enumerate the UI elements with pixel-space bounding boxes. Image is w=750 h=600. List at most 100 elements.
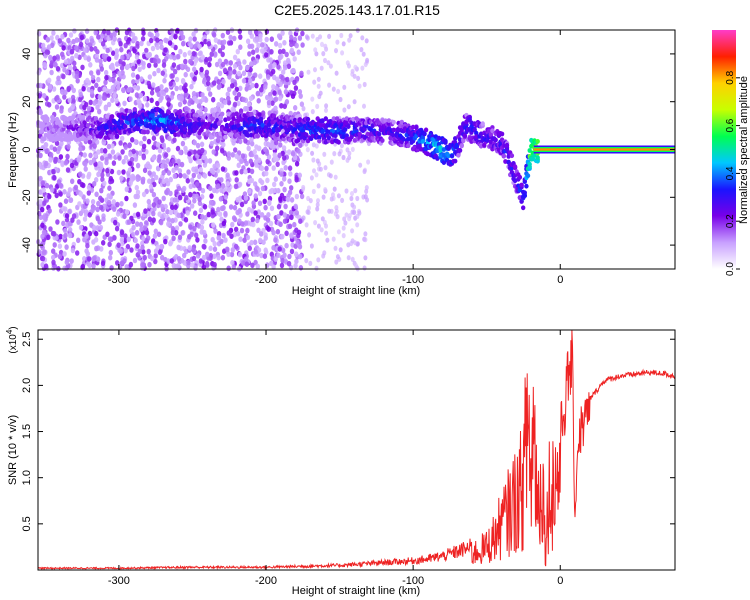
heatmap-cell <box>231 264 236 270</box>
heatmap-cell <box>182 185 187 192</box>
heatmap-cell <box>328 173 333 179</box>
heatmap-cell <box>313 47 318 53</box>
heatmap-cell <box>223 210 228 217</box>
heatmap-cell <box>339 143 344 149</box>
heatmap-cell <box>116 242 121 248</box>
heatmap-cell <box>92 225 97 231</box>
heatmap-cell <box>260 122 265 128</box>
heatmap-cell <box>184 194 189 201</box>
heatmap-cell <box>406 143 411 149</box>
heatmap-cell <box>47 102 52 108</box>
heatmap-cell <box>191 172 196 179</box>
heatmap-cell <box>335 39 340 45</box>
heatmap-cell <box>287 253 292 260</box>
heatmap-cell <box>75 250 80 256</box>
heatmap-cell <box>219 97 224 103</box>
heatmap-cell <box>230 106 235 113</box>
spectrogram-y-axis-label: Frequency (Hz) <box>7 112 19 188</box>
heatmap-cell <box>179 161 185 168</box>
heatmap-cell <box>70 247 76 254</box>
heatmap-cell <box>245 211 250 217</box>
snr-x-tick-label: -100 <box>402 575 424 587</box>
heatmap-cell <box>316 257 321 263</box>
heatmap-cell <box>116 211 121 217</box>
heatmap-cell <box>86 56 92 63</box>
heatmap-cell <box>348 33 353 39</box>
heatmap-cell <box>155 165 161 172</box>
heatmap-cell <box>166 147 171 153</box>
heatmap-cell <box>212 163 217 170</box>
heatmap-cell <box>328 63 333 69</box>
heatmap-cell <box>358 162 363 168</box>
heatmap-cell <box>271 113 277 119</box>
heatmap-cell <box>297 89 303 95</box>
heatmap-cell <box>49 152 54 158</box>
heatmap-cell <box>224 122 230 128</box>
heatmap-cell <box>90 74 96 81</box>
heatmap-cell <box>203 107 208 113</box>
heatmap-cell <box>137 103 142 109</box>
heatmap-cell <box>330 139 335 145</box>
heatmap-cell <box>201 243 206 250</box>
heatmap-cell <box>63 198 69 204</box>
heatmap-cell <box>205 260 210 267</box>
heatmap-cell <box>94 230 99 237</box>
heatmap-cell <box>278 196 283 202</box>
heatmap-cell <box>42 249 47 255</box>
heatmap-cell <box>94 57 100 63</box>
heatmap-cell <box>331 236 336 242</box>
heatmap-cell <box>174 225 180 231</box>
heatmap-cell <box>265 217 271 223</box>
heatmap-cell <box>333 245 338 251</box>
heatmap-cell <box>231 116 236 122</box>
heatmap-cell <box>490 125 495 130</box>
heatmap-cell <box>108 249 114 256</box>
heatmap-cell <box>190 262 195 268</box>
heatmap-cell <box>217 48 223 54</box>
heatmap-cell <box>352 73 357 79</box>
heatmap-cell <box>98 58 103 65</box>
heatmap-cell <box>166 217 172 223</box>
heatmap-band <box>533 148 675 151</box>
heatmap-cell <box>281 136 286 142</box>
heatmap-cell <box>316 183 321 189</box>
heatmap-cell <box>326 135 332 141</box>
heatmap-cell <box>118 125 123 131</box>
heatmap-cell <box>169 28 174 34</box>
heatmap-cell <box>234 95 239 102</box>
heatmap-cell <box>226 95 231 102</box>
heatmap-cell <box>96 171 101 178</box>
heatmap-cell <box>92 143 97 149</box>
heatmap-cell <box>180 63 185 70</box>
heatmap-cell <box>244 261 250 268</box>
heatmap-cell <box>187 151 192 157</box>
heatmap-cell <box>230 247 235 253</box>
heatmap-cell <box>87 212 93 218</box>
heatmap-cell <box>73 184 79 191</box>
heatmap-cell <box>271 165 276 171</box>
heatmap-cell <box>449 153 455 159</box>
heatmap-cell <box>103 135 108 141</box>
heatmap-cell <box>171 235 176 242</box>
heatmap-cell <box>135 162 141 169</box>
heatmap-cell <box>363 255 368 261</box>
heatmap-cell <box>273 176 278 182</box>
heatmap-cell <box>125 39 131 45</box>
heatmap-cell <box>191 90 197 97</box>
heatmap-cell <box>202 229 207 236</box>
heatmap-cell <box>241 78 247 84</box>
heatmap-cell <box>406 136 411 142</box>
heatmap-cell <box>294 177 299 183</box>
heatmap-cell <box>59 108 64 114</box>
heatmap-cell <box>177 168 183 174</box>
heatmap-cell <box>40 222 45 229</box>
heatmap-cell <box>85 198 90 204</box>
heatmap-cell <box>119 201 124 207</box>
heatmap-cell <box>71 98 76 104</box>
snr-x-tick-label: -300 <box>108 575 130 587</box>
heatmap-cell <box>107 185 112 191</box>
snr-y-multiplier: (x104) <box>5 326 19 353</box>
heatmap-cell <box>109 114 115 119</box>
heatmap-cell <box>284 230 289 237</box>
heatmap-cell <box>215 162 221 169</box>
